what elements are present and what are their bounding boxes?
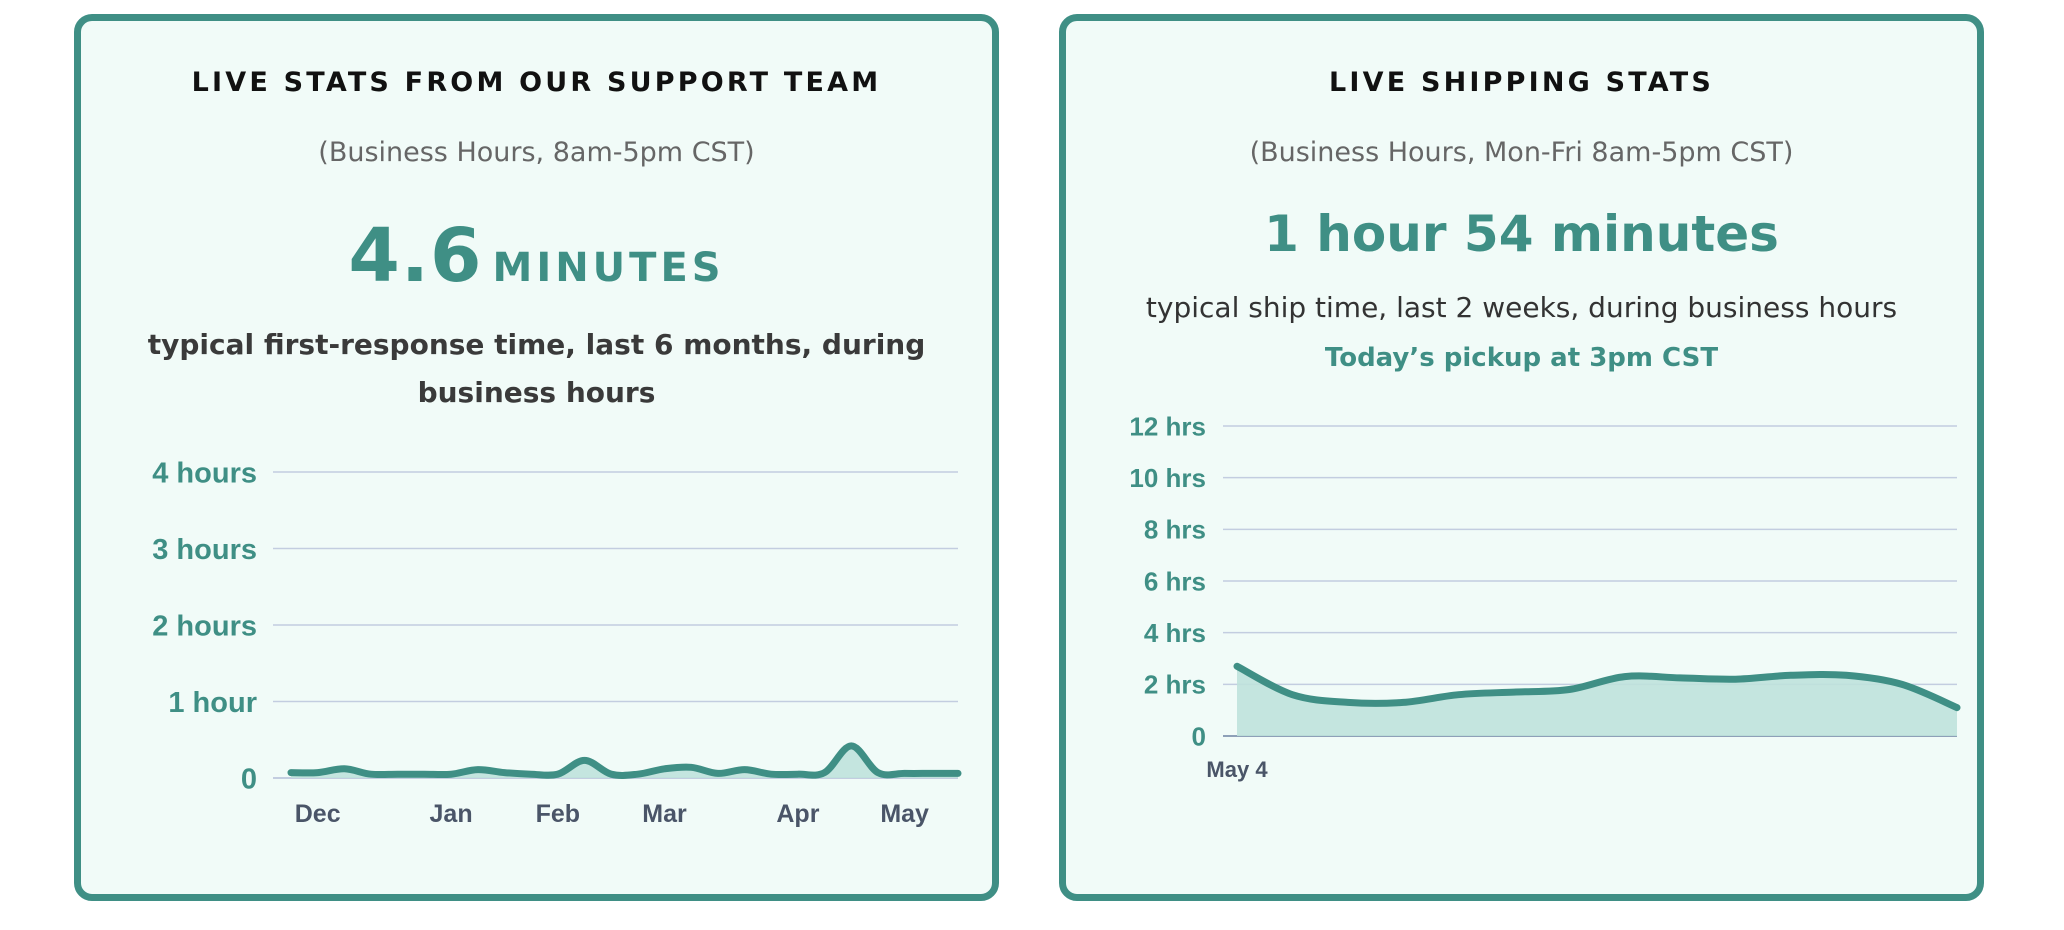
shipping-time-stat: 1 hour 54 minutes xyxy=(1264,205,1779,263)
pickup-notice: Today’s pickup at 3pm CST xyxy=(1324,343,1719,373)
x-tick-label: Dec xyxy=(295,800,341,828)
y-tick-label: 1 hour xyxy=(168,687,257,719)
y-tick-label: 2 hours xyxy=(152,610,257,642)
x-tick-label: Apr xyxy=(776,800,819,828)
support-card-subtitle: (Business Hours, 8am-5pm CST) xyxy=(318,137,755,168)
shipping-stat-description: typical ship time, last 2 weeks, during … xyxy=(1145,291,1898,324)
y-tick-label: 10 hrs xyxy=(1129,463,1206,493)
y-tick-label: 0 xyxy=(241,763,257,795)
shipping-card-title: LIVE SHIPPING STATS xyxy=(1328,67,1715,98)
support-response-chart: 0 1 hour 2 hours 3 hours 4 hours Dec Jan Feb Mar… xyxy=(152,457,962,828)
y-tick-label: 3 hours xyxy=(152,534,257,566)
y-tick-label: 0 xyxy=(1192,721,1206,751)
support-stats-card: LIVE STATS FROM OUR SUPPORT TEAM (Busine… xyxy=(74,14,999,901)
y-tick-label: 8 hrs xyxy=(1144,515,1206,545)
support-stat-description: typical first-response time, last 6 mont… xyxy=(147,328,926,409)
y-tick-label: 12 hrs xyxy=(1129,411,1206,441)
shipping-card-subtitle: (Business Hours, Mon-Fri 8am-5pm CST) xyxy=(1249,137,1794,168)
series-area xyxy=(1237,666,1957,736)
shipping-stats-card: LIVE SHIPPING STATS (Business Hours, Mon… xyxy=(1059,14,1984,901)
series-line xyxy=(1233,662,1961,712)
y-tick-label: 4 hrs xyxy=(1144,618,1206,648)
y-tick-label: 2 hrs xyxy=(1144,670,1206,700)
x-tick-label: Jan xyxy=(430,800,473,828)
shipping-time-chart: 0 2 hrs 4 hrs 6 hrs 8 hrs 10 hrs 12 hrs May 4 xyxy=(1129,411,1961,782)
support-card-title: LIVE STATS FROM OUR SUPPORT TEAM xyxy=(191,67,882,98)
series-line xyxy=(287,742,962,779)
y-tick-label: 6 hrs xyxy=(1144,566,1206,596)
y-tick-label: 4 hours xyxy=(152,457,257,489)
support-stat-value: 4.6 xyxy=(348,213,483,299)
support-stat-unit: MINUTES xyxy=(492,245,725,291)
x-tick-label: May xyxy=(880,800,929,828)
support-response-stat: 4.6 MINUTES xyxy=(81,213,992,299)
x-tick-label: Feb xyxy=(536,800,580,828)
x-tick-label: Mar xyxy=(642,800,687,828)
x-tick-label: May 4 xyxy=(1206,757,1268,782)
